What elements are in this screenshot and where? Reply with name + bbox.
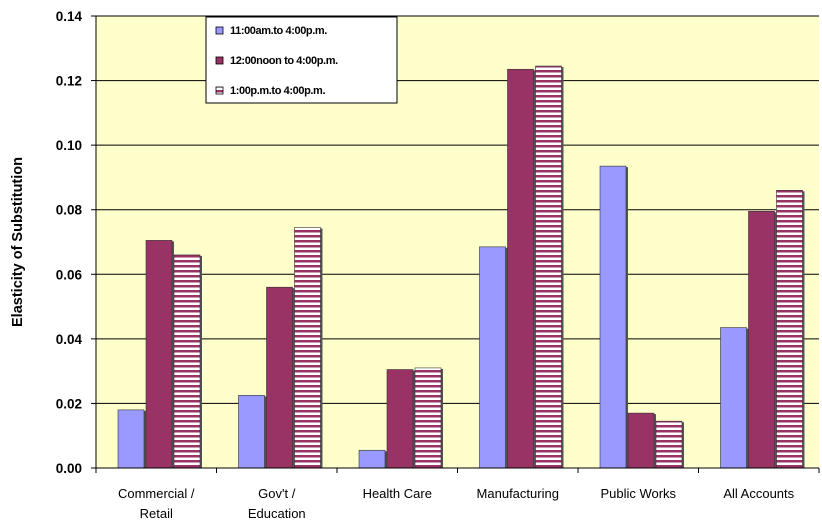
bar-3-5 [655,420,683,469]
legend-swatch-series-3 [215,86,224,95]
bar-1-2 [238,395,265,469]
x-category-label: Retail [140,506,173,521]
x-category-label: Commercial / [118,486,195,501]
bar-shade [802,191,805,469]
bar-3-4 [535,65,562,469]
legend-label-series-3: 1:00p.m.to 4:00p.m. [230,85,325,97]
legend-box [205,16,398,104]
bar-shade [413,370,415,468]
bar-1-4 [479,246,506,469]
y-axis-title: Elasticity of Substitution [10,157,26,327]
y-tick-label: 0.14 [56,9,83,24]
bar-3-2 [294,227,321,469]
bar-shade [533,70,536,469]
bar-shade [172,241,174,468]
y-tick-label: 0.00 [56,461,82,476]
bars [117,65,805,469]
legend: 11:00am.to 4:00p.m. 12:00noon to 4:00p.m… [205,16,398,104]
x-category-label: Gov't / [258,486,296,501]
bar-shade [561,67,564,469]
bar-shade [505,247,508,468]
y-tick-label: 0.10 [56,138,82,153]
legend-swatch-series-1 [215,26,224,35]
bar-2-5 [627,412,655,469]
bar-shade [200,255,202,468]
legend-label-series-1: 11:00am.to 4:00p.m. [230,25,327,37]
legend-label-series-2: 12:00noon to 4:00p.m. [230,55,338,67]
y-tick-labels: 0.00 0.02 0.04 0.06 0.08 0.10 0.12 0.14 [56,9,83,476]
bar-2-6 [748,211,775,469]
y-tick-label: 0.08 [56,203,83,218]
x-category-label: Health Care [363,486,432,501]
bar-shade [385,451,387,468]
legend-swatch-series-2 [215,56,224,65]
y-tick-label: 0.02 [56,396,82,411]
bar-shade [441,368,443,468]
y-tick-label: 0.04 [56,332,83,347]
bar-shade [626,167,628,468]
y-tick-label: 0.12 [56,74,82,89]
bar-shade [654,414,656,468]
bar-shade [682,422,684,468]
bar-shade [292,288,295,468]
bar-1-1 [117,409,145,469]
bar-shade [144,410,146,468]
bar-2-2 [266,286,293,469]
bar-3-1 [173,254,201,469]
bar-1-5 [599,165,627,469]
x-category-labels: Commercial / Retail Gov't / Education Health… [118,486,795,521]
bar-2-3 [386,369,414,469]
bar-1-6 [720,327,747,469]
bar-1-3 [358,449,386,469]
bar-shade [264,396,267,468]
plot-area [96,16,819,468]
bar-3-3 [414,367,442,469]
bar-shade [774,212,777,468]
x-category-label: Public Works [600,486,676,501]
bar-2-4 [507,68,534,469]
y-tick-label: 0.06 [56,267,83,282]
bar-3-6 [776,190,803,469]
bar-shade [320,228,323,468]
axes [95,16,820,473]
bar-shade [746,328,749,468]
x-category-label: Education [248,506,306,521]
bar-2-1 [145,240,173,469]
x-category-label: All Accounts [723,486,794,501]
x-category-label: Manufacturing [477,486,559,501]
